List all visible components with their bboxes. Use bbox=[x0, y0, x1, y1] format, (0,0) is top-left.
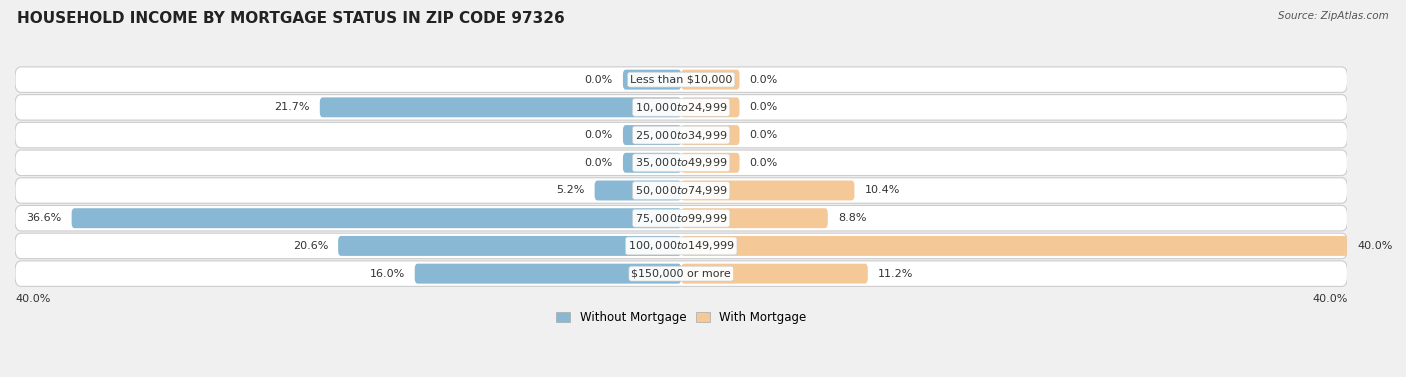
Text: 0.0%: 0.0% bbox=[749, 102, 778, 112]
FancyBboxPatch shape bbox=[682, 236, 1347, 256]
Text: 0.0%: 0.0% bbox=[749, 158, 778, 168]
Text: HOUSEHOLD INCOME BY MORTGAGE STATUS IN ZIP CODE 97326: HOUSEHOLD INCOME BY MORTGAGE STATUS IN Z… bbox=[17, 11, 565, 26]
Text: 0.0%: 0.0% bbox=[749, 130, 778, 140]
Text: Less than $10,000: Less than $10,000 bbox=[630, 75, 733, 85]
FancyBboxPatch shape bbox=[682, 181, 855, 201]
FancyBboxPatch shape bbox=[623, 125, 682, 145]
FancyBboxPatch shape bbox=[15, 122, 1347, 148]
FancyBboxPatch shape bbox=[15, 261, 1347, 287]
Text: $10,000 to $24,999: $10,000 to $24,999 bbox=[636, 101, 727, 114]
Text: $35,000 to $49,999: $35,000 to $49,999 bbox=[636, 156, 727, 169]
Text: 40.0%: 40.0% bbox=[15, 294, 51, 303]
Text: 40.0%: 40.0% bbox=[1312, 294, 1347, 303]
FancyBboxPatch shape bbox=[15, 95, 1347, 120]
FancyBboxPatch shape bbox=[15, 178, 1347, 203]
FancyBboxPatch shape bbox=[682, 264, 868, 284]
FancyBboxPatch shape bbox=[319, 97, 682, 117]
FancyBboxPatch shape bbox=[682, 70, 740, 90]
Text: 16.0%: 16.0% bbox=[370, 269, 405, 279]
Text: $75,000 to $99,999: $75,000 to $99,999 bbox=[636, 212, 727, 225]
FancyBboxPatch shape bbox=[15, 150, 1347, 176]
Text: 11.2%: 11.2% bbox=[877, 269, 912, 279]
Text: 0.0%: 0.0% bbox=[585, 130, 613, 140]
Legend: Without Mortgage, With Mortgage: Without Mortgage, With Mortgage bbox=[551, 307, 811, 329]
Text: Source: ZipAtlas.com: Source: ZipAtlas.com bbox=[1278, 11, 1389, 21]
FancyBboxPatch shape bbox=[15, 233, 1347, 259]
FancyBboxPatch shape bbox=[682, 97, 740, 117]
FancyBboxPatch shape bbox=[682, 125, 740, 145]
Text: 20.6%: 20.6% bbox=[292, 241, 328, 251]
FancyBboxPatch shape bbox=[415, 264, 682, 284]
Text: 8.8%: 8.8% bbox=[838, 213, 866, 223]
FancyBboxPatch shape bbox=[595, 181, 682, 201]
Text: $25,000 to $34,999: $25,000 to $34,999 bbox=[636, 129, 727, 142]
Text: 10.4%: 10.4% bbox=[865, 185, 900, 196]
FancyBboxPatch shape bbox=[337, 236, 682, 256]
Text: 0.0%: 0.0% bbox=[585, 75, 613, 85]
Text: $150,000 or more: $150,000 or more bbox=[631, 269, 731, 279]
Text: $50,000 to $74,999: $50,000 to $74,999 bbox=[636, 184, 727, 197]
FancyBboxPatch shape bbox=[15, 205, 1347, 231]
Text: 36.6%: 36.6% bbox=[27, 213, 62, 223]
Text: 5.2%: 5.2% bbox=[557, 185, 585, 196]
FancyBboxPatch shape bbox=[623, 70, 682, 90]
Text: $100,000 to $149,999: $100,000 to $149,999 bbox=[628, 239, 734, 253]
Text: 40.0%: 40.0% bbox=[1357, 241, 1393, 251]
FancyBboxPatch shape bbox=[15, 67, 1347, 92]
FancyBboxPatch shape bbox=[682, 208, 828, 228]
FancyBboxPatch shape bbox=[623, 153, 682, 173]
Text: 0.0%: 0.0% bbox=[585, 158, 613, 168]
Text: 0.0%: 0.0% bbox=[749, 75, 778, 85]
Text: 21.7%: 21.7% bbox=[274, 102, 309, 112]
FancyBboxPatch shape bbox=[682, 153, 740, 173]
FancyBboxPatch shape bbox=[72, 208, 682, 228]
